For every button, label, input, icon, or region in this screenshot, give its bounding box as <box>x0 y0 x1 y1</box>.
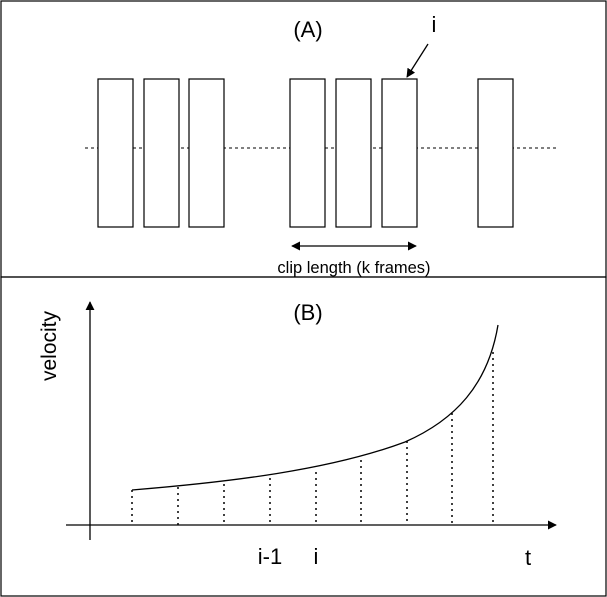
x-axis-label: t <box>525 545 531 570</box>
tick-label-i: i <box>314 544 319 569</box>
frame-rect-i <box>381 78 418 228</box>
panel-b-title: (B) <box>293 300 322 325</box>
panel-b-border <box>0 276 607 597</box>
panel-a: (A) i clip length (k frames) <box>0 0 607 278</box>
frame-rect <box>477 78 514 228</box>
panel-a-title: (A) <box>293 17 322 42</box>
clip-length-label: clip length (k frames) <box>277 259 430 277</box>
y-axis-label: velocity <box>38 310 61 381</box>
velocity-curve <box>131 324 499 491</box>
frames <box>97 78 514 228</box>
frame-rect <box>143 78 180 228</box>
frame-rect <box>97 78 134 228</box>
frame-i-pointer-arrow <box>406 43 429 78</box>
sample-dropdowns <box>131 352 494 525</box>
frame-rect <box>289 78 326 228</box>
tick-label-i-minus-1: i-1 <box>258 544 282 569</box>
frame-rect <box>188 78 225 228</box>
frame-rect <box>335 78 372 228</box>
panel-b: (B) velocity t i-1 i <box>0 276 607 597</box>
frame-i-label: i <box>432 12 437 37</box>
